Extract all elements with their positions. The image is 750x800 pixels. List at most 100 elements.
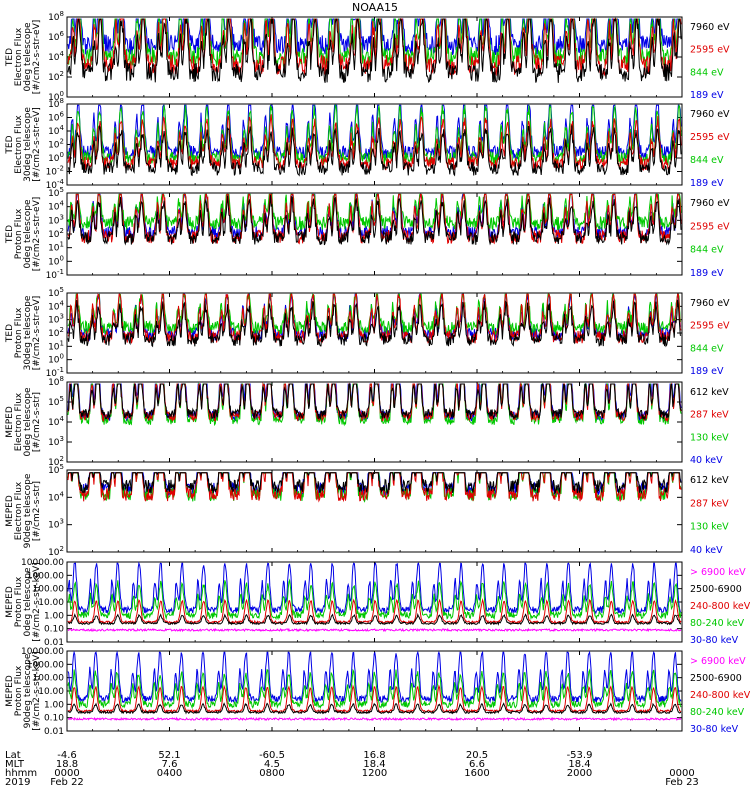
y-axis-label: [#/cm2-s-str-eV]	[32, 296, 42, 371]
y-tick-label: 1000.00	[27, 571, 64, 581]
ephemeris-value: -4.6	[57, 750, 77, 761]
legend-entry: 7960 eV	[690, 198, 730, 209]
y-tick-label: 104	[48, 200, 64, 213]
y-axis-label: MEPED	[5, 406, 15, 438]
series-line	[67, 472, 682, 503]
y-tick-label: 10-1	[46, 366, 64, 379]
y-tick-label: 108	[48, 10, 64, 23]
series-line	[67, 195, 682, 246]
legend-entry: 7960 eV	[690, 298, 730, 309]
legend-entry: 240-800 keV	[690, 601, 750, 612]
series-line	[68, 472, 682, 497]
series-line	[67, 561, 682, 616]
legend-entry: 40 keV	[690, 545, 723, 556]
y-axis-label: 30deg telescope	[23, 107, 33, 182]
y-axis-label: Proton Flux	[14, 576, 24, 627]
legend-entry: 2595 eV	[690, 132, 730, 143]
legend-entry: 30-80 keV	[690, 724, 739, 735]
legend-entry: 189 eV	[690, 90, 724, 101]
y-axis-label: 30deg telescope	[23, 295, 33, 370]
legend-entry: 189 eV	[690, 178, 724, 189]
y-tick-label: 0.01	[44, 727, 64, 737]
legend-entry: > 6900 keV	[690, 656, 746, 667]
y-tick-label: 102	[48, 138, 64, 151]
ephemeris-row-label: Lat	[5, 750, 21, 761]
series-line	[68, 612, 682, 626]
y-axis-label: 90deg telescope	[23, 473, 33, 548]
y-axis-label: Electron Flux	[14, 115, 24, 174]
y-tick-label: 102	[48, 326, 64, 339]
ephemeris-value: -53.9	[567, 750, 593, 761]
legend-entry: 189 eV	[690, 268, 724, 279]
legend-entry: 844 eV	[690, 245, 724, 256]
legend-entry: 130 keV	[690, 432, 729, 443]
y-tick-label: 103	[48, 518, 64, 531]
ephemeris-value: 0000	[669, 768, 694, 779]
legend-entry: > 6900 keV	[690, 567, 746, 578]
y-axis-label: [#/cm2-s-str]	[32, 481, 42, 541]
y-axis-label: 0deg telescope	[23, 567, 33, 637]
y-axis-label: [#/cm2-s-str-keV]	[32, 562, 42, 641]
y-axis-label: [#/cm2-s-str-keV]	[32, 651, 42, 730]
series-line	[67, 299, 682, 348]
series-line	[67, 125, 682, 177]
y-tick-label: 10-1	[46, 268, 64, 281]
ephemeris-value: 4.5	[264, 759, 280, 770]
y-tick-label: 103	[48, 313, 64, 326]
series-line	[68, 716, 682, 722]
y-tick-label: 103	[48, 213, 64, 226]
panel-frame	[66, 469, 683, 553]
legend-entry: 2500-6900	[690, 673, 742, 684]
legend-entry: 40 keV	[690, 455, 723, 466]
series-line	[67, 578, 682, 621]
y-tick-label: 100.00	[33, 674, 65, 684]
ephemeris-value: 18.4	[363, 759, 385, 770]
y-tick-label: 1.00	[44, 700, 64, 710]
legend-entry: 80-240 keV	[690, 618, 745, 629]
y-axis-label: Proton Flux	[14, 307, 24, 358]
series-line	[67, 193, 682, 232]
y-tick-label: 108	[48, 375, 64, 388]
y-axis-label: TED	[5, 225, 15, 244]
ephemeris-row-label: MLT	[5, 759, 25, 770]
series-line	[67, 684, 682, 714]
y-tick-label: 104	[48, 124, 64, 137]
series-line	[67, 17, 682, 84]
ephemeris-value: Feb 22	[50, 777, 84, 788]
legend-entry: 612 keV	[690, 475, 729, 486]
legend-entry: 2595 eV	[690, 221, 730, 232]
series-line	[67, 471, 682, 503]
y-tick-label: 102	[48, 545, 64, 558]
y-axis-label: TED	[5, 324, 15, 343]
legend-entry: 240-800 keV	[690, 690, 750, 701]
series-line	[67, 702, 682, 715]
y-tick-label: 102	[48, 70, 64, 83]
y-tick-label: 104	[48, 490, 64, 503]
figure-title: NOAA15	[352, 1, 398, 14]
panel-5: 108 105 104 103 102 MEPED Electron Flux 0deg te…	[5, 375, 729, 468]
ephemeris-value: 6.6	[469, 759, 485, 770]
ephemeris-value: 0400	[157, 768, 182, 779]
y-tick-label: 105	[48, 463, 64, 476]
legend-entry: 2500-6900	[690, 584, 742, 595]
panel-8: 10000.00 1000.00 100.00 10.00 1.00 0.10 0.01 ME…	[5, 647, 750, 737]
ephemeris-value: 20.5	[466, 750, 488, 761]
y-tick-label: 105	[48, 395, 64, 408]
y-tick-label: 10-2	[46, 165, 64, 178]
legend-entry: 844 eV	[690, 343, 724, 354]
y-tick-label: 0.10	[44, 714, 64, 724]
legend-entry: 30-80 keV	[690, 635, 739, 646]
y-tick-label: 104	[48, 415, 64, 428]
y-tick-label: 100	[48, 353, 64, 366]
y-axis-label: 0deg telescope	[23, 199, 33, 269]
y-tick-label: 106	[48, 111, 64, 124]
y-axis-label: 0deg telescope	[23, 387, 33, 457]
y-axis-label: [#/cm2-s-str]	[32, 392, 42, 452]
y-axis-label: MEPED	[5, 495, 15, 527]
y-axis-label: Proton Flux	[14, 665, 24, 716]
y-tick-label: 100	[48, 90, 64, 103]
legend-entry: 80-240 keV	[690, 707, 745, 718]
